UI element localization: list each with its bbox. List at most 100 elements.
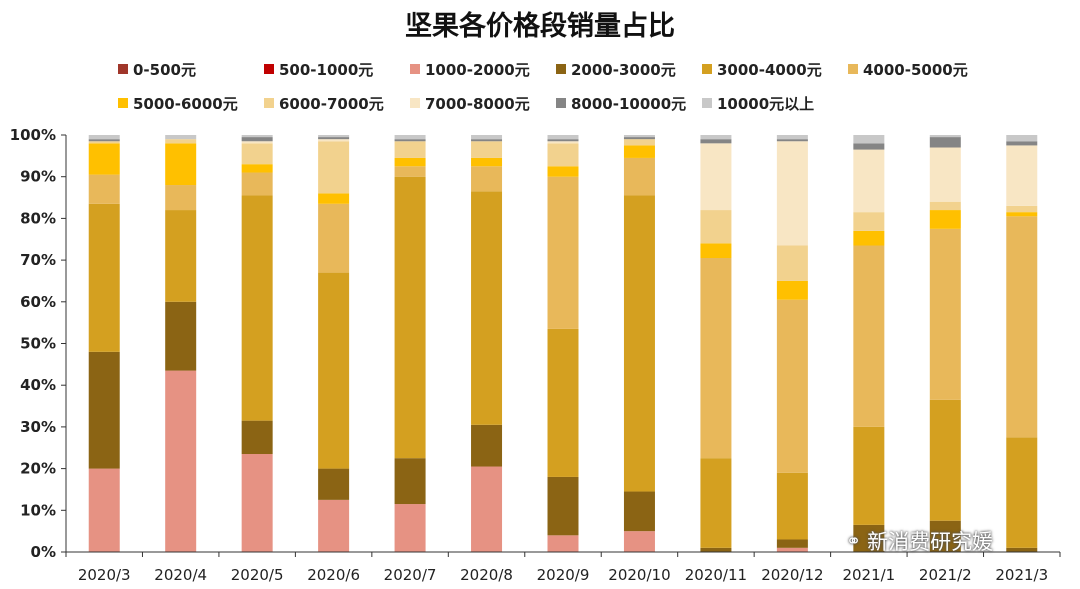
bar-segment-2021-1-s7: [853, 212, 885, 231]
x-tick-label: 2021/2: [919, 566, 972, 584]
bar-segment-2020-10-s9: [623, 137, 655, 140]
bar-segment-2020-11-s6: [700, 243, 732, 259]
bar-segment-2020-11-s5: [700, 258, 732, 459]
legend-label: 10000元以上: [717, 94, 815, 113]
y-tick-label: 100%: [10, 126, 56, 144]
bar-segment-2020-9-s8: [547, 141, 579, 144]
bar-segment-2020-11-s7: [700, 210, 732, 244]
bar-segment-2020-10-s7: [623, 139, 655, 146]
y-tick-label: 80%: [20, 209, 56, 227]
bar-segment-2020-7-s6: [394, 157, 426, 167]
bar-segment-2020-5-s9: [241, 137, 273, 142]
bar-segment-2020-11-s9: [700, 139, 732, 144]
x-tick-label: 2020/7: [384, 566, 437, 584]
bar-segment-2020-7-s9: [394, 139, 426, 142]
bar-segment-2020-6-s6: [318, 193, 350, 204]
legend-item-3000-4000: 3000-4000元: [702, 59, 848, 80]
bar-segment-2020-9-s9: [547, 139, 579, 142]
bar-segment-2020-9-s10: [547, 135, 579, 140]
bar-segment-2020-6-s9: [318, 137, 350, 140]
bar-segment-2020-8-s6: [471, 157, 503, 167]
bar-segment-2020-12-s7: [776, 245, 808, 281]
bar-segment-2020-10-s5: [623, 157, 655, 196]
bar-segment-2020-5-s3: [241, 420, 273, 455]
legend-label: 8000-10000元: [571, 94, 687, 113]
x-tick-label: 2020/12: [761, 566, 823, 584]
bar-segment-2021-1-s5: [853, 245, 885, 427]
bar-segment-2021-3-s9: [1006, 141, 1038, 146]
legend-item-6000-7000: 6000-7000元: [264, 93, 410, 114]
chart-legend: 0-500元 500-1000元 1000-2000元 2000-3000元 3…: [118, 52, 1018, 120]
bar-segment-2020-6-s2: [318, 499, 350, 552]
bar-segment-2020-5-s8: [241, 141, 273, 144]
bar-segment-2020-11-s4: [700, 458, 732, 548]
x-tick-label: 2020/11: [685, 566, 747, 584]
bar-segment-2020-3-s10: [88, 135, 120, 140]
x-tick-label: 2020/4: [154, 566, 207, 584]
bar-segment-2021-3-s7: [1006, 205, 1038, 213]
legend-item-1000-2000: 1000-2000元: [410, 59, 556, 80]
bar-segment-2020-6-s8: [318, 139, 350, 142]
legend-item-4000-5000: 4000-5000元: [848, 59, 994, 80]
legend-swatch: [702, 98, 712, 108]
y-tick-label: 70%: [20, 251, 56, 269]
bar-segment-2020-4-s4: [165, 210, 197, 302]
bar-segment-2020-8-s10: [471, 135, 503, 140]
bar-segment-2021-2-s10: [929, 135, 961, 138]
legend-label: 6000-7000元: [279, 94, 384, 113]
bar-segment-2020-9-s5: [547, 176, 579, 329]
watermark: ⚭ 新消费研究媛: [846, 526, 993, 556]
x-tick-label: 2020/6: [307, 566, 360, 584]
bar-segment-2021-2-s5: [929, 228, 961, 400]
x-tick-label: 2020/10: [608, 566, 670, 584]
bar-segment-2020-9-s7: [547, 143, 579, 167]
bar-segment-2020-12-s3: [776, 539, 808, 548]
bar-segment-2020-3-s7: [88, 141, 120, 144]
bar-segment-2020-10-s4: [623, 195, 655, 492]
bar-segment-2020-8-s2: [471, 466, 503, 552]
bar-segment-2020-12-s5: [776, 299, 808, 473]
bar-segment-2020-12-s8: [776, 141, 808, 246]
bar-segment-2020-6-s10: [318, 135, 350, 138]
bar-segment-2020-4-s2: [165, 370, 197, 552]
wechat-icon: ⚭: [846, 530, 862, 552]
bar-segment-2020-11-s8: [700, 143, 732, 211]
bar-segment-2020-4-s10: [165, 135, 197, 140]
bar-segment-2020-5-s5: [241, 172, 273, 196]
bar-segment-2021-1-s9: [853, 143, 885, 150]
bar-segment-2021-1-s3: [853, 524, 885, 552]
bar-segment-2020-4-s5: [165, 185, 197, 211]
x-tick-label: 2020/3: [78, 566, 131, 584]
legend-label: 7000-8000元: [425, 94, 530, 113]
legend-swatch: [264, 98, 274, 108]
legend-label: 500-1000元: [279, 60, 374, 79]
bar-segment-2020-8-s9: [471, 139, 503, 142]
y-tick-label: 30%: [20, 418, 56, 436]
bar-segment-2020-5-s6: [241, 164, 273, 173]
legend-swatch: [556, 98, 566, 108]
legend-label: 2000-3000元: [571, 60, 676, 79]
x-tick-label: 2020/8: [460, 566, 513, 584]
legend-label: 1000-2000元: [425, 60, 530, 79]
bar-segment-2020-4-s7: [165, 139, 197, 144]
bar-segment-2021-2-s4: [929, 399, 961, 521]
legend-swatch: [118, 64, 128, 74]
bar-segment-2021-1-s10: [853, 135, 885, 144]
legend-item-10000-plus: 10000元以上: [702, 93, 848, 114]
legend-label: 5000-6000元: [133, 94, 238, 113]
legend-item-5000-6000: 5000-6000元: [118, 93, 264, 114]
y-tick-label: 40%: [20, 376, 56, 394]
bar-segment-2020-7-s5: [394, 166, 426, 177]
bar-segment-2021-2-s9: [929, 137, 961, 148]
bar-segment-2021-2-s8: [929, 147, 961, 202]
legend-item-7000-8000: 7000-8000元: [410, 93, 556, 114]
legend-label: 3000-4000元: [717, 60, 822, 79]
watermark-text: 新消费研究媛: [867, 530, 994, 554]
legend-item-0-500: 0-500元: [118, 59, 264, 80]
legend-row-1: 0-500元 500-1000元 1000-2000元 2000-3000元 3…: [118, 52, 1018, 86]
y-tick-label: 90%: [20, 168, 56, 186]
bar-segment-2020-3-s3: [88, 351, 120, 469]
y-tick-label: 10%: [20, 501, 56, 519]
bar-segment-2020-5-s2: [241, 454, 273, 552]
